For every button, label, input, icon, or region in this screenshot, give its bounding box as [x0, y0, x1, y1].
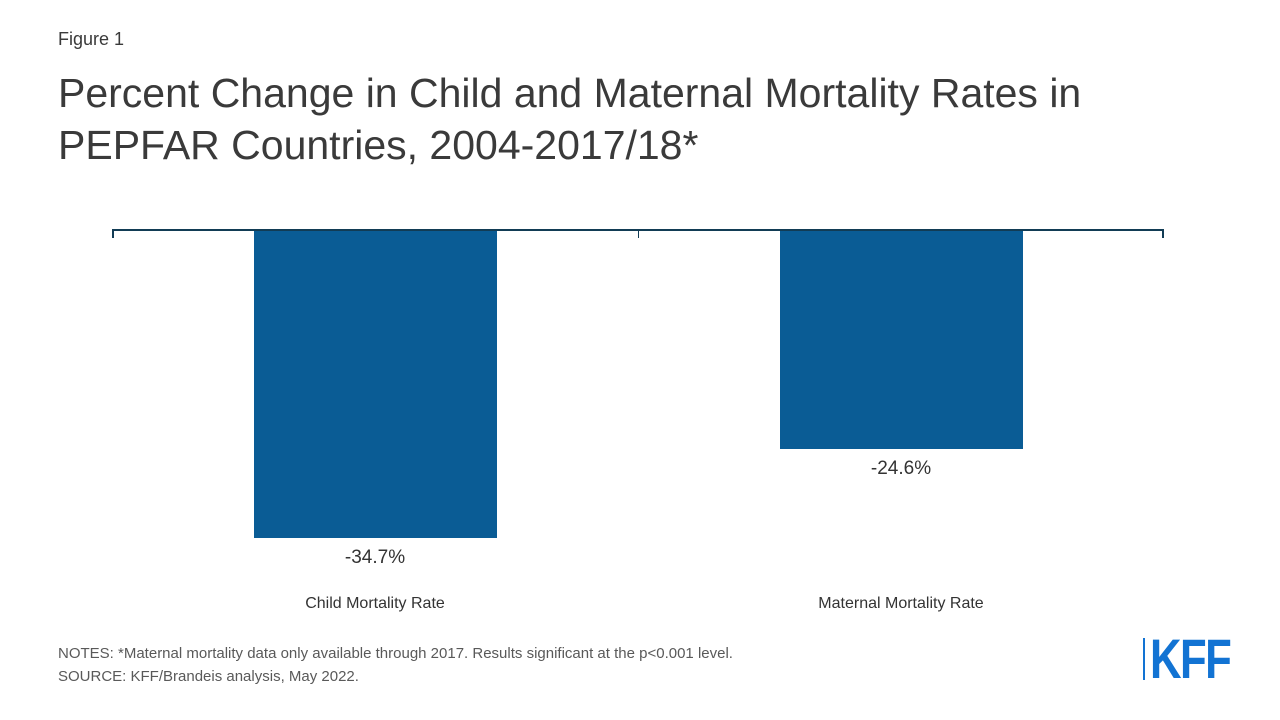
value-label-maternal-mortality: -24.6%: [870, 458, 932, 479]
value-label-child-mortality: -34.7%: [344, 547, 406, 568]
source-line: SOURCE: KFF/Brandeis analysis, May 2022.: [58, 668, 359, 685]
kff-logo-text: KFF: [1150, 627, 1232, 690]
figure-label: Figure 1: [58, 29, 125, 49]
notes-block: NOTES: *Maternal mortality data only ava…: [58, 642, 733, 688]
kff-logo-divider-bar: [1143, 638, 1145, 680]
bar-child-mortality: [253, 231, 497, 538]
axis-tick-middle: [638, 231, 639, 238]
category-label-maternal-mortality: Maternal Mortality Rate: [818, 595, 984, 612]
kff-logo: KFF: [1143, 627, 1253, 690]
axis-tick-left: [112, 231, 114, 238]
chart-title: Percent Change in Child and Maternal Mor…: [58, 70, 1082, 168]
bar-panel-maternal-mortality: -24.6% Maternal Mortality Rate: [638, 231, 1164, 615]
notes-line: NOTES: *Maternal mortality data only ava…: [58, 645, 733, 662]
axis-baseline: [112, 229, 1164, 231]
bar-maternal-mortality: [779, 231, 1023, 449]
axis-tick-right: [1162, 231, 1164, 238]
category-label-child-mortality: Child Mortality Rate: [305, 595, 445, 612]
bar-chart: -34.7% Child Mortality Rate -24.6% Mater…: [112, 229, 1164, 615]
bar-panel-child-mortality: -34.7% Child Mortality Rate: [112, 231, 638, 615]
